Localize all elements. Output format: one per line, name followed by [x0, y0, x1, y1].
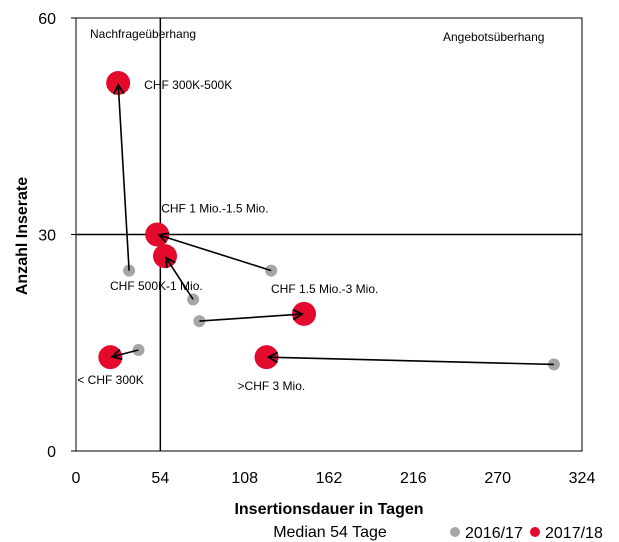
quadrant-label-right: Angebotsüberhang — [443, 30, 544, 44]
y-tick-label: 0 — [47, 444, 56, 461]
y-axis-title: Anzahl Inserate — [14, 177, 31, 295]
legend-marker-2016 — [450, 527, 460, 537]
change-arrow — [113, 83, 130, 271]
x-tick-label: 54 — [151, 470, 169, 487]
y-axis-ticks: 0 30 60 — [38, 11, 76, 461]
quadrant-label-left: Nachfrageüberhang — [90, 27, 196, 41]
median-note: Median 54 Tage — [273, 524, 387, 541]
data-series: < CHF 300K CHF 300K-500K CHF 500K-1 Mio. CH… — [77, 70, 560, 393]
y-tick-label: 60 — [38, 11, 56, 28]
legend: 2016/17 2017/18 — [450, 525, 603, 542]
segment-group: CHF 300K-500K — [106, 70, 232, 277]
x-tick-label: 324 — [569, 470, 596, 487]
x-tick-label: 108 — [231, 470, 258, 487]
segment-group: CHF 1.5 Mio.-3 Mio. — [193, 282, 378, 328]
legend-label-2016: 2016/17 — [465, 525, 523, 542]
segment-group: >CHF 3 Mio. — [238, 345, 560, 393]
x-tick-label: 216 — [400, 470, 427, 487]
x-tick-label: 270 — [484, 470, 511, 487]
change-arrow — [165, 256, 194, 300]
legend-label-2017: 2017/18 — [545, 525, 603, 542]
segment-label: CHF 500K-1 Mio. — [110, 279, 203, 293]
point-2017 — [153, 244, 178, 269]
legend-marker-2017 — [530, 527, 540, 537]
segment-group: < CHF 300K — [77, 343, 145, 387]
change-arrow — [157, 232, 272, 272]
change-arrow — [110, 348, 139, 361]
segment-label: CHF 1.5 Mio.-3 Mio. — [271, 282, 378, 296]
point-2017 — [145, 222, 170, 247]
change-arrow — [266, 351, 554, 366]
y-tick-label: 30 — [38, 228, 56, 245]
point-2017 — [98, 345, 123, 370]
segment-label: < CHF 300K — [77, 373, 143, 387]
segment-label: >CHF 3 Mio. — [238, 379, 306, 393]
x-axis-title: Insertionsdauer in Tagen — [234, 501, 423, 518]
x-axis-ticks: 0 54 108 162 216 270 324 — [72, 470, 596, 487]
segment-label: CHF 1 Mio.-1.5 Mio. — [161, 202, 268, 216]
segment-group: CHF 1 Mio.-1.5 Mio. — [145, 202, 278, 277]
x-tick-label: 0 — [72, 470, 81, 487]
segment-label: CHF 300K-500K — [144, 78, 232, 92]
change-arrow — [199, 308, 304, 322]
x-tick-label: 162 — [316, 470, 343, 487]
segment-group: CHF 500K-1 Mio. — [110, 244, 203, 306]
